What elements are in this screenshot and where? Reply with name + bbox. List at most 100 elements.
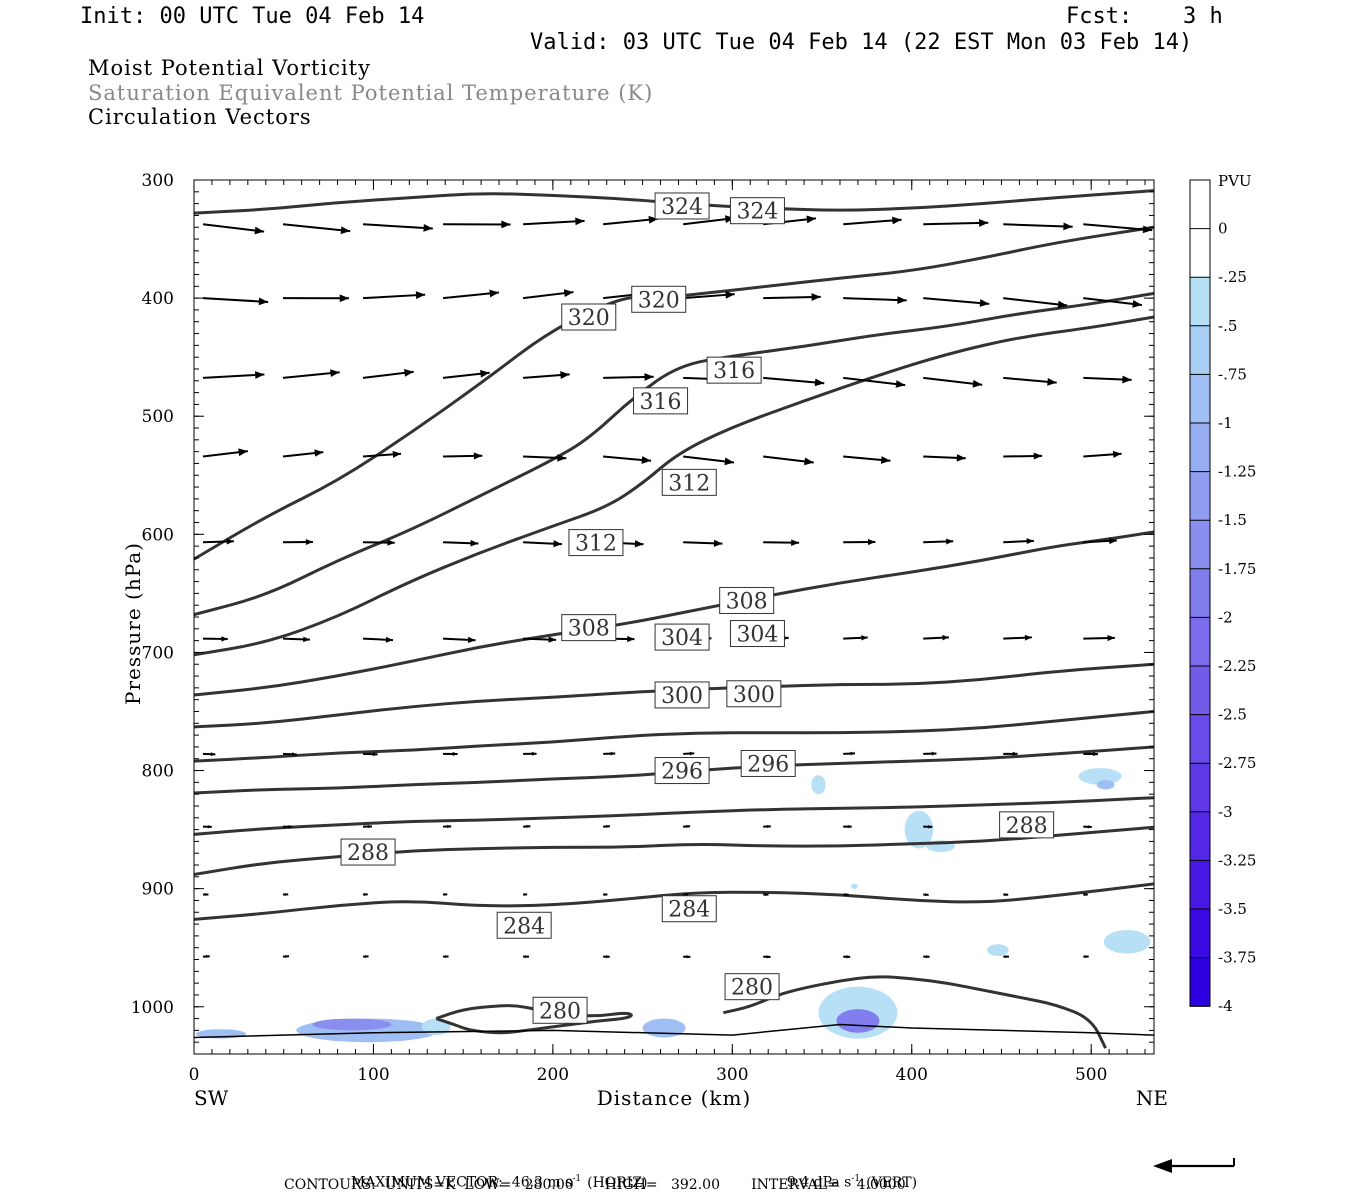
contour-292 — [193, 796, 1155, 836]
vector-head — [238, 448, 248, 457]
vector-head — [210, 752, 216, 757]
y-tick-label: 1000 — [131, 998, 174, 1018]
vector-shaft — [282, 223, 351, 233]
contour-label: 296 — [747, 752, 789, 777]
vector-shaft — [1083, 297, 1143, 306]
vector-shaft — [923, 221, 989, 226]
vector-head — [372, 752, 378, 757]
colorbar-label: -.5 — [1218, 317, 1237, 335]
colorbar-swatch — [1190, 423, 1210, 472]
vector-shaft — [843, 218, 902, 226]
contour-label: 316 — [713, 359, 755, 384]
footer-max-vector: MAXIMUM VECTOR: 46.3 m s-1 (HORIZ) — [342, 1158, 648, 1191]
contour-296 — [193, 745, 1155, 795]
contour-304 — [193, 662, 1155, 729]
vector-head — [766, 824, 771, 829]
vector-head — [553, 540, 562, 548]
y-axis-label: Pressure (hPa) — [121, 542, 145, 705]
vector-head — [1057, 300, 1068, 309]
y-tick-label: 800 — [142, 762, 174, 782]
vert-unit-exp: -1 — [851, 1174, 861, 1184]
vector-head — [895, 380, 906, 388]
vector-head — [392, 450, 402, 458]
vector-head — [648, 215, 659, 224]
y-tick-label: 300 — [142, 171, 174, 191]
vector-head — [956, 454, 966, 462]
title-vectors: Circulation Vectors — [88, 105, 312, 129]
footer-vert-value: 9.4 dPa s — [786, 1174, 852, 1191]
vector-head — [766, 955, 771, 959]
vector-head — [560, 371, 570, 379]
colorbar-swatch — [1190, 228, 1210, 278]
vector-head — [1142, 225, 1153, 234]
vector-shaft — [923, 376, 983, 386]
contour-label: 284 — [668, 898, 710, 923]
contour-label: 284 — [503, 914, 545, 939]
vector-head — [811, 293, 821, 301]
vector-shaft — [843, 297, 907, 302]
horiz-unit-exp: -1 — [572, 1174, 582, 1184]
vector-head — [1109, 537, 1117, 545]
vector-head — [226, 538, 234, 545]
contour-label-box — [740, 749, 796, 777]
vector-head — [452, 751, 458, 757]
vector-head — [364, 893, 368, 896]
contour-label-box — [633, 387, 689, 415]
contour-label: 308 — [568, 617, 610, 642]
colorbar-label: -1.75 — [1218, 560, 1256, 578]
vector-shaft — [1003, 297, 1068, 307]
vector-head — [946, 538, 954, 545]
vector-shaft — [362, 223, 433, 230]
contour-label: 304 — [661, 626, 703, 651]
contour-label: 320 — [568, 306, 610, 331]
colorbar-label: -2.25 — [1218, 657, 1256, 675]
vector-head — [897, 296, 907, 304]
vector-head — [804, 457, 814, 466]
vector-head — [340, 226, 351, 235]
circulation-vectors — [202, 215, 1153, 959]
contour-312 — [193, 315, 1155, 657]
x-left-label-sw: SW — [194, 1086, 229, 1110]
vector-head — [606, 824, 610, 829]
x-tick-label: 200 — [537, 1065, 569, 1085]
contour-label-box — [654, 192, 710, 220]
vector-head — [364, 955, 369, 959]
colorbar-label: -1.5 — [1218, 511, 1247, 529]
colorbar-swatch — [1190, 277, 1210, 326]
contour-label: 312 — [575, 532, 617, 557]
contour-label-box — [654, 623, 710, 651]
vector-head — [942, 634, 949, 641]
pv-shading-region — [904, 810, 934, 849]
vector-head — [713, 539, 723, 547]
contour-label-box — [631, 285, 687, 313]
vector-head — [1113, 450, 1122, 458]
x-tick-label: 100 — [357, 1065, 389, 1085]
vector-head — [254, 226, 265, 235]
contour-label-box — [706, 356, 762, 384]
vector-head — [931, 751, 937, 756]
vector-head — [1063, 222, 1073, 231]
vector-head — [861, 635, 868, 641]
vector-head — [467, 636, 476, 643]
y-tick-label: 700 — [142, 643, 174, 663]
vector-head — [501, 220, 511, 229]
contour-label: 324 — [736, 200, 778, 225]
vector-head — [724, 215, 735, 224]
vector-head — [605, 955, 610, 959]
contour-label-box — [724, 973, 780, 1001]
vector-head — [979, 219, 989, 227]
colorbar-swatch — [1190, 568, 1210, 618]
vector-head — [563, 289, 574, 298]
colorbar-swatch — [1190, 811, 1210, 861]
vector-head — [847, 824, 852, 829]
contour-label: 300 — [733, 683, 775, 708]
colorbar-label: -3.5 — [1218, 900, 1247, 918]
x-right-label-ne: NE — [1136, 1086, 1168, 1110]
vector-head — [764, 893, 769, 897]
vector-head — [1026, 538, 1034, 545]
colorbar-label: -3.25 — [1218, 851, 1256, 869]
vector-head — [641, 456, 652, 464]
colorbar-title: PVU — [1218, 172, 1252, 190]
vector-head — [305, 539, 313, 546]
x-tick-label: 500 — [1075, 1065, 1107, 1085]
